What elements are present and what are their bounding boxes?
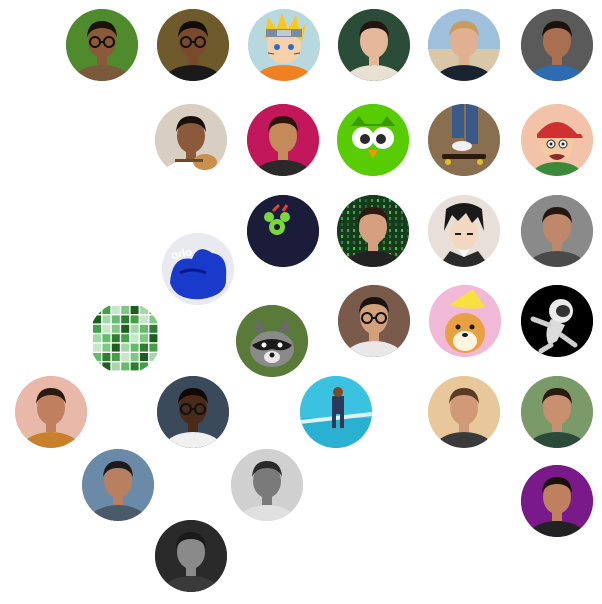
person-beach-icon <box>428 9 500 81</box>
avatar-a1[interactable] <box>66 9 138 81</box>
avatar-g1[interactable] <box>82 449 154 521</box>
avatar-a4[interactable] <box>338 9 410 81</box>
raccoon-icon <box>236 305 308 377</box>
avatar-c2[interactable] <box>337 195 409 267</box>
avatar-f2[interactable] <box>157 376 229 448</box>
person-glasses-dark-icon <box>157 9 229 81</box>
skateboard-icon <box>428 104 500 176</box>
avatar-b2[interactable] <box>247 104 319 176</box>
person-pool-icon <box>300 376 372 448</box>
person-orange-shirt-icon <box>15 376 87 448</box>
person-grayscale-icon <box>231 449 303 521</box>
avatar-c3[interactable] <box>428 195 500 267</box>
person-glasses-white-shirt-icon <box>338 285 410 357</box>
avatar-f5[interactable] <box>521 376 593 448</box>
avatar-b3[interactable] <box>337 104 409 176</box>
avatar-b1[interactable] <box>155 104 227 176</box>
avatar-c4[interactable] <box>521 195 593 267</box>
avatar-a2[interactable] <box>157 9 229 81</box>
person-standing-icon <box>82 449 154 521</box>
avatar-e5[interactable] <box>521 285 593 357</box>
cartoon-boy-cap-icon <box>521 104 593 176</box>
avatar-a6[interactable] <box>521 9 593 81</box>
person-sunglasses-icon <box>157 376 229 448</box>
person-glasses-green-bg-icon <box>66 9 138 81</box>
astronaut-icon <box>521 285 593 357</box>
avatar-f3[interactable] <box>300 376 372 448</box>
avatar-e1[interactable] <box>89 302 161 374</box>
avatar-a5[interactable] <box>428 9 500 81</box>
person-blue-shirt-icon <box>521 9 593 81</box>
person-grey-hoodie-icon <box>521 195 593 267</box>
green-grid-icon <box>89 302 161 374</box>
person-bald-beard-icon <box>428 376 500 448</box>
blue-hands-icon: qrlo <box>162 233 234 305</box>
anime-naruto-icon <box>248 9 320 81</box>
person-smiling-icon <box>338 9 410 81</box>
svg-text:qrlo: qrlo <box>170 246 193 261</box>
avatar-d1[interactable]: qrlo <box>162 233 234 305</box>
person-matrix-bg-icon <box>337 195 409 267</box>
person-dark-bw-icon <box>155 520 227 592</box>
person-outdoor-icon <box>521 376 593 448</box>
avatar-f4[interactable] <box>428 376 500 448</box>
avatar-e4[interactable] <box>429 285 501 357</box>
anime-man-icon <box>428 195 500 267</box>
moon-bee-logo-icon <box>247 195 319 267</box>
avatar-e2[interactable] <box>236 305 308 377</box>
duolingo-owl-icon <box>337 104 409 176</box>
dog-yellow-hat-icon <box>429 285 501 357</box>
avatar-c1[interactable] <box>247 195 319 267</box>
person-purple-bg-icon <box>521 465 593 537</box>
avatar-b5[interactable] <box>521 104 593 176</box>
avatar-g3[interactable] <box>521 465 593 537</box>
person-beard-pink-bg-icon <box>247 104 319 176</box>
avatar-g2[interactable] <box>231 449 303 521</box>
avatar-h1[interactable] <box>155 520 227 592</box>
avatar-e3[interactable] <box>338 285 410 357</box>
avatar-a3[interactable] <box>248 9 320 81</box>
avatar-b4[interactable] <box>428 104 500 176</box>
avatar-f1[interactable] <box>15 376 87 448</box>
person-guitar-icon <box>155 104 227 176</box>
